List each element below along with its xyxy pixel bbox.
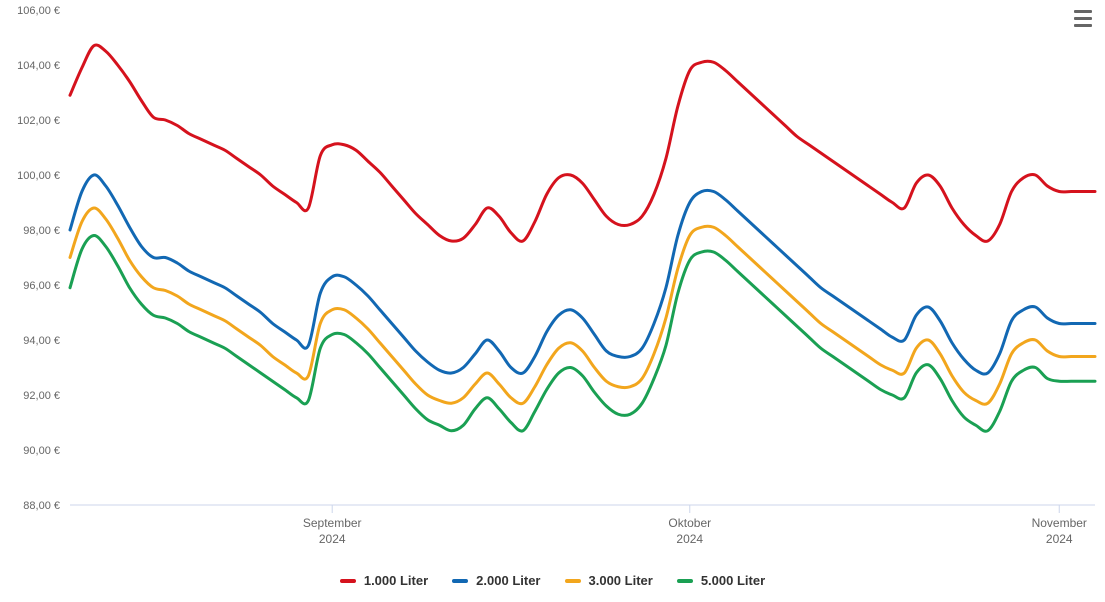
x-axis-sublabel: 2024 (319, 532, 346, 546)
hamburger-icon (1074, 10, 1092, 13)
y-axis-label: 100,00 € (17, 170, 60, 182)
legend: 1.000 Liter 2.000 Liter 3.000 Liter 5.000 L… (0, 571, 1105, 589)
price-chart: 88,00 € 90,00 € 92,00 € 94,00 € 96,00 € 98,00… (0, 0, 1105, 602)
y-axis-label: 94,00 € (23, 335, 60, 347)
y-axis-label: 88,00 € (23, 500, 60, 512)
legend-item-s2[interactable]: 2.000 Liter (452, 573, 540, 588)
x-axis-label: November (1032, 516, 1087, 530)
legend-label: 2.000 Liter (476, 573, 540, 588)
x-axis-sublabel: 2024 (676, 532, 703, 546)
x-axis-sublabel: 2024 (1046, 532, 1073, 546)
legend-swatch (677, 579, 693, 583)
x-axis-label: September (303, 516, 362, 530)
legend-item-s1[interactable]: 1.000 Liter (340, 573, 428, 588)
legend-label: 5.000 Liter (701, 573, 765, 588)
legend-label: 3.000 Liter (589, 573, 653, 588)
chart-canvas: 88,00 € 90,00 € 92,00 € 94,00 € 96,00 € 98,00… (0, 0, 1105, 560)
legend-swatch (565, 579, 581, 583)
y-axis-label: 104,00 € (17, 60, 60, 72)
y-axis-label: 90,00 € (23, 445, 60, 457)
series-line-s1[interactable] (70, 45, 1095, 241)
legend-item-s3[interactable]: 3.000 Liter (565, 573, 653, 588)
chart-menu-button[interactable] (1071, 6, 1095, 30)
y-axis-label: 106,00 € (17, 5, 60, 17)
y-axis-label: 102,00 € (17, 115, 60, 127)
legend-item-s4[interactable]: 5.000 Liter (677, 573, 765, 588)
y-axis-label: 96,00 € (23, 280, 60, 292)
legend-swatch (452, 579, 468, 583)
y-axis-label: 98,00 € (23, 225, 60, 237)
x-axis-label: Oktober (668, 516, 711, 530)
legend-label: 1.000 Liter (364, 573, 428, 588)
series-line-s4[interactable] (70, 235, 1095, 431)
y-axis-label: 92,00 € (23, 390, 60, 402)
series-line-s2[interactable] (70, 175, 1095, 374)
legend-swatch (340, 579, 356, 583)
